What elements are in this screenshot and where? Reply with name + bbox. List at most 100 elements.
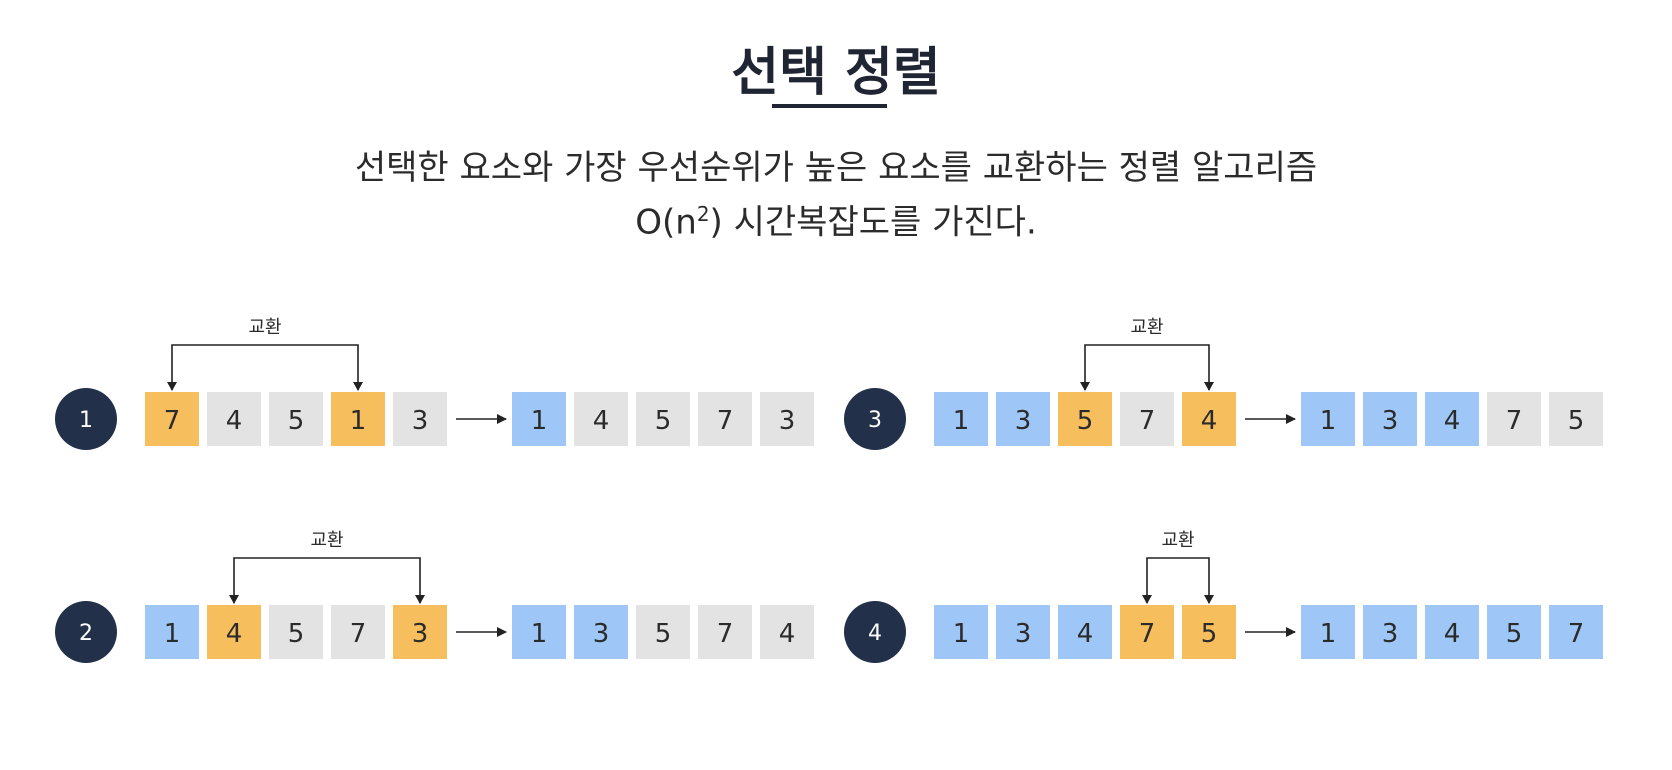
after-cell-box	[760, 605, 814, 659]
after-cell-value: 4	[779, 619, 796, 649]
before-cell-3: 5	[269, 605, 323, 659]
after-cell-3: 4	[1425, 605, 1479, 659]
after-cell-2: 3	[1363, 605, 1417, 659]
title-underline	[772, 104, 887, 108]
before-cell-3: 4	[1058, 605, 1112, 659]
before-cell-value: 7	[350, 619, 367, 649]
after-array: 1 3 4 7 5	[1301, 392, 1603, 446]
after-cell-value: 4	[1444, 406, 1461, 436]
after-cell-box	[1549, 605, 1603, 659]
swap-label: 교환	[1130, 317, 1163, 338]
after-cell-1: 1	[512, 392, 566, 446]
step-number-circle	[844, 601, 906, 663]
before-array: 1 3 5 7 4	[934, 392, 1236, 446]
step-number-circle	[55, 388, 117, 450]
after-cell-box	[574, 392, 628, 446]
after-cell-2: 3	[574, 605, 628, 659]
before-cell-value: 1	[350, 406, 367, 436]
step-3: 3 1 3 5 7 4 교환 1 3 4 7 5	[844, 317, 1603, 450]
before-cell-2: 4	[207, 392, 261, 446]
before-cell-value: 3	[412, 619, 429, 649]
after-cell-1: 1	[512, 605, 566, 659]
after-cell-value: 4	[593, 406, 610, 436]
before-cell-3: 5	[1058, 392, 1112, 446]
after-cell-box	[698, 605, 752, 659]
after-cell-3: 5	[636, 392, 690, 446]
before-cell-box	[331, 605, 385, 659]
before-cell-box	[1120, 605, 1174, 659]
after-cell-box	[1487, 392, 1541, 446]
before-array: 1 3 4 7 5	[934, 605, 1236, 659]
after-cell-box	[512, 392, 566, 446]
after-cell-5: 5	[1549, 392, 1603, 446]
after-cell-box	[1425, 392, 1479, 446]
after-cell-3: 4	[1425, 392, 1479, 446]
before-cell-value: 4	[1077, 619, 1094, 649]
swap-arrowhead-right	[1204, 595, 1214, 604]
after-cell-box	[574, 605, 628, 659]
after-cell-box	[1425, 605, 1479, 659]
swap-arrowhead-left	[1142, 595, 1152, 604]
before-cell-box	[145, 605, 199, 659]
after-cell-value: 5	[1568, 406, 1585, 436]
before-cell-box	[393, 392, 447, 446]
after-cell-value: 1	[531, 619, 548, 649]
after-cell-value: 1	[1320, 406, 1337, 436]
swap-arrowhead-left	[167, 382, 177, 391]
before-cell-box	[331, 392, 385, 446]
swap-bracket	[1084, 344, 1210, 390]
swap-bracket	[233, 557, 421, 603]
before-cell-box	[207, 605, 261, 659]
before-cell-value: 4	[226, 619, 243, 649]
after-cell-value: 7	[717, 406, 734, 436]
after-cell-value: 7	[1568, 619, 1585, 649]
after-cell-value: 5	[655, 406, 672, 436]
complexity-suffix: ) 시간복잡도를 가진다.	[709, 202, 1037, 243]
swap-arrowhead-right	[353, 382, 363, 391]
step-number-circle	[844, 388, 906, 450]
swap-bracket	[171, 344, 359, 390]
after-cell-5: 3	[760, 392, 814, 446]
after-cell-5: 7	[1549, 605, 1603, 659]
after-cell-box	[636, 392, 690, 446]
before-cell-value: 7	[1139, 406, 1156, 436]
before-cell-box	[934, 392, 988, 446]
step-number: 2	[79, 621, 93, 646]
before-cell-2: 3	[996, 392, 1050, 446]
after-cell-box	[1549, 392, 1603, 446]
before-cell-4: 7	[331, 605, 385, 659]
step-number: 1	[79, 408, 93, 433]
before-cell-value: 3	[1015, 619, 1032, 649]
before-cell-value: 1	[953, 619, 970, 649]
before-cell-5: 3	[393, 605, 447, 659]
after-cell-2: 3	[1363, 392, 1417, 446]
swap-arrowhead-left	[229, 595, 239, 604]
before-cell-1: 1	[145, 605, 199, 659]
after-cell-box	[1363, 392, 1417, 446]
after-array: 1 3 4 5 7	[1301, 605, 1603, 659]
before-cell-value: 3	[1015, 406, 1032, 436]
after-cell-box	[698, 392, 752, 446]
after-cell-value: 5	[655, 619, 672, 649]
swap-bracket	[1146, 557, 1210, 603]
description-line-1: 선택한 요소와 가장 우선순위가 높은 요소를 교환하는 정렬 알고리즘	[354, 148, 1318, 188]
step-2: 2 1 4 5 7 3 교환 1 3 5 7 4	[55, 530, 814, 663]
step-number-circle	[55, 601, 117, 663]
step-number: 3	[868, 408, 882, 433]
description-line-2: O(n2) 시간복잡도를 가진다.	[0, 192, 1672, 244]
before-cell-value: 5	[1077, 406, 1094, 436]
complexity-prefix: O(n	[635, 202, 697, 243]
before-cell-1: 1	[934, 605, 988, 659]
after-cell-box	[636, 605, 690, 659]
after-cell-1: 1	[1301, 605, 1355, 659]
after-array: 1 3 5 7 4	[512, 605, 814, 659]
before-cell-box	[1058, 392, 1112, 446]
after-cell-value: 1	[1320, 619, 1337, 649]
before-cell-box	[996, 605, 1050, 659]
after-cell-value: 3	[1382, 406, 1399, 436]
step-number: 4	[868, 621, 882, 646]
after-cell-value: 3	[593, 619, 610, 649]
before-cell-5: 4	[1182, 392, 1236, 446]
before-cell-box	[269, 605, 323, 659]
